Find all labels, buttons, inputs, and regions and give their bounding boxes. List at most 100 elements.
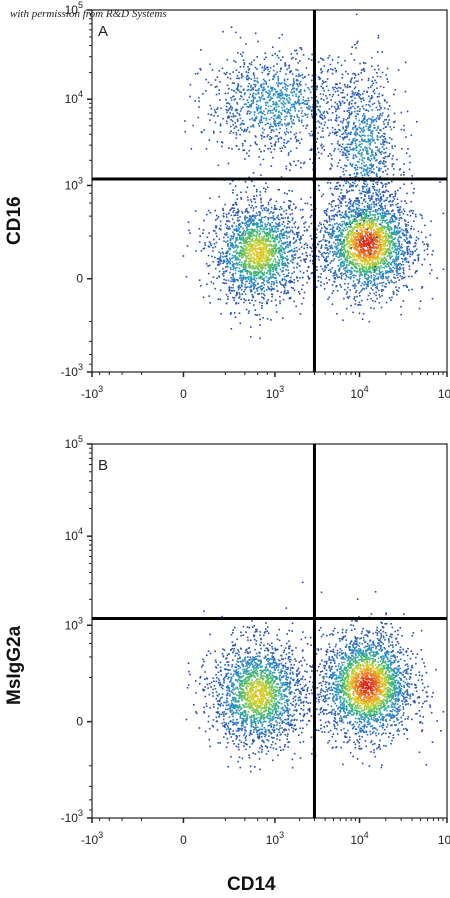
event-dot: [361, 202, 363, 205]
event-dot: [346, 180, 348, 182]
event-dot: [305, 254, 308, 257]
event-dot: [270, 206, 273, 209]
event-dot: [292, 203, 295, 205]
event-dot: [376, 159, 378, 161]
event-dot: [268, 287, 271, 290]
event-dot: [366, 284, 369, 286]
event-dot: [276, 223, 278, 226]
event-dot: [361, 289, 363, 291]
event-dot: [293, 254, 296, 256]
event-dot: [219, 252, 222, 255]
event-dot: [266, 300, 268, 303]
event-dot: [364, 191, 366, 193]
event-dot: [363, 226, 365, 228]
event-dot: [225, 302, 228, 305]
event-dot: [362, 122, 364, 124]
event-dot: [404, 220, 407, 222]
event-dot: [353, 285, 355, 287]
event-dot: [222, 209, 224, 212]
event-dot: [359, 223, 361, 225]
event-dot: [276, 271, 278, 273]
event-dot: [349, 183, 351, 185]
event-dot: [275, 280, 278, 282]
event-dot: [387, 262, 390, 264]
event-dot: [357, 264, 360, 267]
event-dot: [242, 266, 244, 268]
event-dot: [257, 214, 259, 217]
event-dot: [286, 237, 288, 240]
event-dot: [354, 241, 356, 243]
event-dot: [336, 253, 338, 255]
event-dot: [371, 260, 374, 263]
event-dot: [350, 189, 353, 192]
event-dot: [315, 255, 318, 257]
event-dot: [378, 269, 381, 272]
event-dot: [280, 245, 283, 247]
event-dot: [367, 250, 370, 253]
event-dot: [405, 234, 408, 236]
event-dot: [356, 220, 358, 223]
event-dot: [224, 252, 227, 254]
event-dot: [361, 139, 364, 141]
event-dot: [295, 239, 298, 242]
event-dot: [272, 268, 275, 271]
event-dot: [362, 223, 365, 226]
event-dot: [234, 241, 237, 243]
event-dot: [328, 279, 331, 281]
event-dot: [411, 275, 413, 278]
event-dot: [420, 231, 423, 234]
event-dot: [364, 62, 367, 65]
event-dot: [294, 226, 297, 229]
event-dot: [274, 247, 277, 250]
event-dot: [387, 168, 389, 170]
event-dot: [406, 238, 408, 240]
event-dot: [213, 243, 216, 245]
event-dot: [237, 210, 239, 213]
event-dot: [234, 203, 237, 205]
event-dot: [374, 233, 376, 236]
event-dot: [256, 271, 258, 273]
event-dot: [352, 210, 355, 213]
event-dot: [323, 225, 326, 228]
event-dot: [338, 276, 341, 278]
event-dot: [244, 217, 246, 219]
event-dot: [285, 209, 288, 212]
event-dot: [252, 283, 255, 285]
event-dot: [370, 141, 372, 144]
event-dot: [372, 271, 375, 273]
event-dot: [383, 243, 386, 245]
event-dot: [244, 234, 246, 236]
event-dot: [282, 242, 285, 244]
event-dot: [404, 228, 407, 230]
event-dot: [242, 255, 245, 257]
event-dot: [350, 262, 353, 265]
event-dot: [364, 235, 367, 237]
event-dot: [403, 252, 406, 255]
event-dot: [363, 129, 366, 132]
event-dot: [261, 267, 263, 269]
event-dot: [392, 250, 395, 253]
event-dot: [369, 270, 372, 272]
event-dot: [386, 277, 389, 279]
event-dot: [300, 246, 303, 248]
event-dot: [388, 282, 390, 284]
event-dot: [256, 251, 259, 253]
event-dot: [263, 260, 265, 263]
event-dot: [246, 252, 249, 254]
event-dot: [397, 251, 400, 253]
event-dot: [378, 227, 380, 229]
event-dot: [350, 200, 352, 202]
event-dot: [234, 256, 237, 258]
event-dot: [332, 209, 334, 212]
event-dot: [371, 80, 373, 82]
event-dot: [358, 119, 360, 122]
event-dot: [262, 228, 264, 231]
event-dot: [277, 263, 280, 265]
event-dot: [379, 219, 382, 221]
event-dot: [430, 220, 432, 223]
event-dot: [281, 253, 283, 256]
event-dot: [274, 258, 277, 261]
event-dot: [362, 313, 365, 315]
event-dot: [255, 223, 257, 226]
event-dot: [378, 266, 381, 269]
